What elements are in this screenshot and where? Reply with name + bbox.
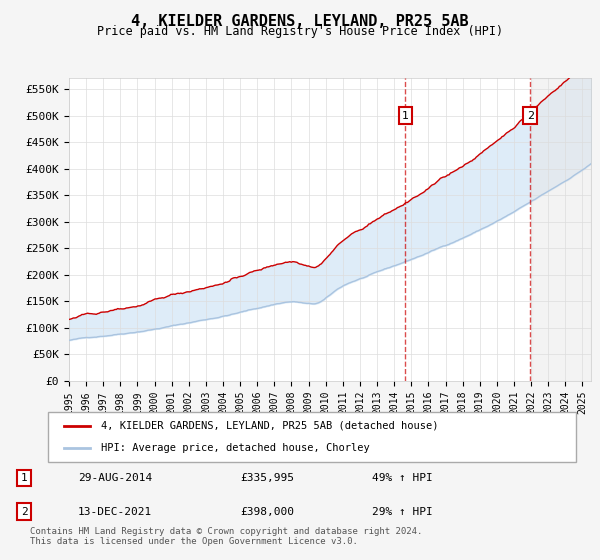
Text: 13-DEC-2021: 13-DEC-2021 xyxy=(78,507,152,517)
Text: HPI: Average price, detached house, Chorley: HPI: Average price, detached house, Chor… xyxy=(101,443,370,453)
Text: £398,000: £398,000 xyxy=(240,507,294,517)
Text: 2: 2 xyxy=(527,110,534,120)
Text: 2: 2 xyxy=(20,507,28,517)
Text: 29-AUG-2014: 29-AUG-2014 xyxy=(78,473,152,483)
Bar xyxy=(532,78,591,381)
Text: 1: 1 xyxy=(20,473,28,483)
Text: 4, KIELDER GARDENS, LEYLAND, PR25 5AB: 4, KIELDER GARDENS, LEYLAND, PR25 5AB xyxy=(131,14,469,29)
FancyBboxPatch shape xyxy=(48,412,576,462)
Text: 49% ↑ HPI: 49% ↑ HPI xyxy=(372,473,433,483)
Text: 29% ↑ HPI: 29% ↑ HPI xyxy=(372,507,433,517)
Text: 4, KIELDER GARDENS, LEYLAND, PR25 5AB (detached house): 4, KIELDER GARDENS, LEYLAND, PR25 5AB (d… xyxy=(101,421,438,431)
Text: 1: 1 xyxy=(402,110,409,120)
Text: Price paid vs. HM Land Registry's House Price Index (HPI): Price paid vs. HM Land Registry's House … xyxy=(97,25,503,38)
Text: £335,995: £335,995 xyxy=(240,473,294,483)
Text: Contains HM Land Registry data © Crown copyright and database right 2024.
This d: Contains HM Land Registry data © Crown c… xyxy=(30,526,422,546)
